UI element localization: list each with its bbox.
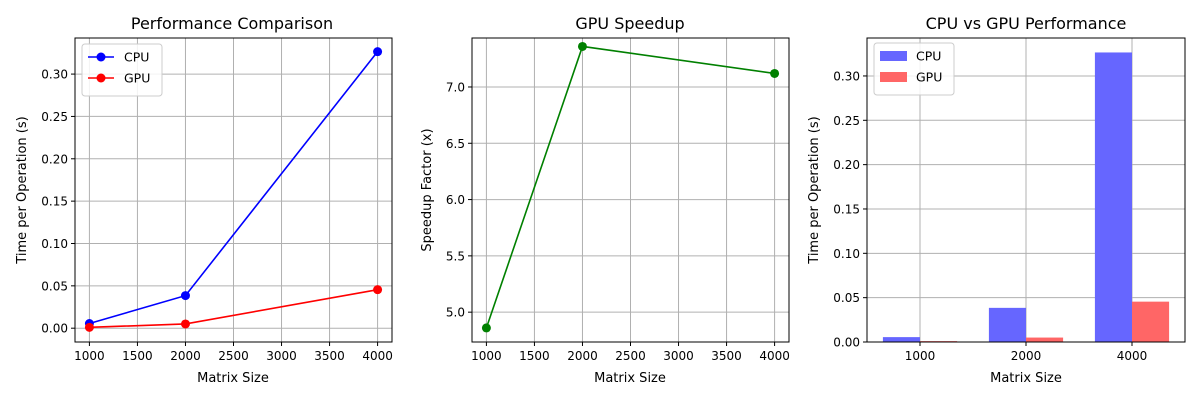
- plot-area: [84, 47, 383, 332]
- bar: [988, 307, 1026, 342]
- x-axis-label: Matrix Size: [594, 371, 666, 386]
- bar: [1026, 337, 1064, 342]
- y-axis-label: Speedup Factor (x): [420, 128, 435, 251]
- cpu-vs-gpu-performance-chart: CPU vs GPU Performance 1000 2000 4000 0.00…: [807, 14, 1186, 386]
- y-tick-label: 0.20: [833, 158, 860, 172]
- x-axis-label: Matrix Size: [990, 371, 1062, 386]
- data-point: [577, 41, 587, 51]
- legend-label: CPU: [124, 50, 149, 65]
- gpu-speedup-chart: GPU Speedup 1000 1500 2000 2500 3000 3500 4000…: [420, 14, 790, 386]
- x-axis-label: Matrix Size: [197, 371, 269, 386]
- x-axis-ticks: 1000 2000 4000: [905, 342, 1148, 363]
- bar: [1132, 301, 1170, 342]
- x-tick-label: 2000: [1011, 349, 1042, 363]
- x-tick-label: 4000: [1117, 349, 1148, 363]
- x-tick-label: 4000: [759, 349, 790, 363]
- x-axis-ticks: 1000 1500 2000 2500 3000 3500 4000: [471, 342, 790, 363]
- y-tick-label: 6.0: [446, 193, 465, 207]
- x-tick-label: 3000: [663, 349, 694, 363]
- x-tick-label: 3000: [266, 349, 297, 363]
- legend-marker: [96, 52, 106, 62]
- y-tick-label: 0.05: [41, 279, 68, 293]
- x-axis-ticks: 1000 1500 2000 2500 3000 3500 4000: [74, 342, 393, 363]
- x-tick-label: 3500: [711, 349, 742, 363]
- x-tick-label: 1000: [74, 349, 105, 363]
- chart-title: CPU vs GPU Performance: [926, 14, 1127, 33]
- chart-title: Performance Comparison: [131, 14, 333, 33]
- x-tick-label: 2000: [567, 349, 598, 363]
- legend-label: CPU: [916, 49, 941, 64]
- x-tick-label: 1500: [519, 349, 550, 363]
- x-tick-label: 4000: [362, 349, 393, 363]
- y-tick-label: 0.30: [833, 69, 860, 83]
- legend: CPU GPU: [873, 42, 955, 96]
- legend-label: GPU: [124, 71, 150, 86]
- legend-swatch: [880, 72, 907, 82]
- y-axis-ticks: 0.00 0.05 0.10 0.15 0.20 0.25 0.30: [41, 68, 75, 336]
- data-point: [481, 323, 491, 333]
- y-tick-label: 0.00: [833, 336, 860, 350]
- y-tick-label: 0.20: [41, 152, 68, 166]
- data-point: [84, 322, 94, 332]
- plot-area: [481, 41, 780, 333]
- y-tick-label: 6.5: [446, 137, 465, 151]
- x-tick-label: 1000: [905, 349, 936, 363]
- legend-marker: [96, 73, 106, 83]
- data-point: [180, 291, 190, 301]
- y-axis-label: Time per Operation (s): [807, 116, 822, 264]
- legend-label: GPU: [916, 70, 942, 85]
- data-point: [373, 285, 383, 295]
- bar: [1094, 52, 1132, 342]
- data-point: [180, 319, 190, 329]
- y-tick-label: 7.0: [446, 80, 465, 94]
- y-tick-label: 0.10: [41, 237, 68, 251]
- x-tick-label: 1000: [471, 349, 502, 363]
- grid: [472, 38, 789, 342]
- x-tick-label: 2500: [218, 349, 249, 363]
- x-tick-label: 2500: [615, 349, 646, 363]
- y-axis-ticks: 0.00 0.05 0.10 0.15 0.20 0.25 0.30: [833, 69, 867, 350]
- y-tick-label: 0.00: [41, 322, 68, 336]
- y-tick-label: 0.30: [41, 68, 68, 82]
- y-tick-label: 0.15: [833, 202, 860, 216]
- y-tick-label: 5.5: [446, 249, 465, 263]
- legend: CPU GPU: [81, 43, 163, 97]
- x-tick-label: 2000: [170, 349, 201, 363]
- x-tick-label: 3500: [314, 349, 345, 363]
- y-tick-label: 0.10: [833, 247, 860, 261]
- y-tick-label: 5.0: [446, 306, 465, 320]
- y-axis-ticks: 5.0 5.5 6.0 6.5 7.0: [446, 80, 472, 320]
- y-axis-label: Time per Operation (s): [15, 116, 30, 264]
- chart-title: GPU Speedup: [575, 14, 684, 33]
- bar: [882, 337, 920, 342]
- data-point: [373, 47, 383, 57]
- y-tick-label: 0.05: [833, 291, 860, 305]
- y-tick-label: 0.15: [41, 195, 68, 209]
- y-tick-label: 0.25: [833, 114, 860, 128]
- data-point: [770, 68, 780, 78]
- x-tick-label: 1500: [122, 349, 153, 363]
- performance-comparison-chart: Performance Comparison 1000 1500 2000 2500 3…: [15, 14, 393, 386]
- y-tick-label: 0.25: [41, 110, 68, 124]
- legend-swatch: [880, 51, 907, 61]
- plot-area: [882, 52, 1170, 342]
